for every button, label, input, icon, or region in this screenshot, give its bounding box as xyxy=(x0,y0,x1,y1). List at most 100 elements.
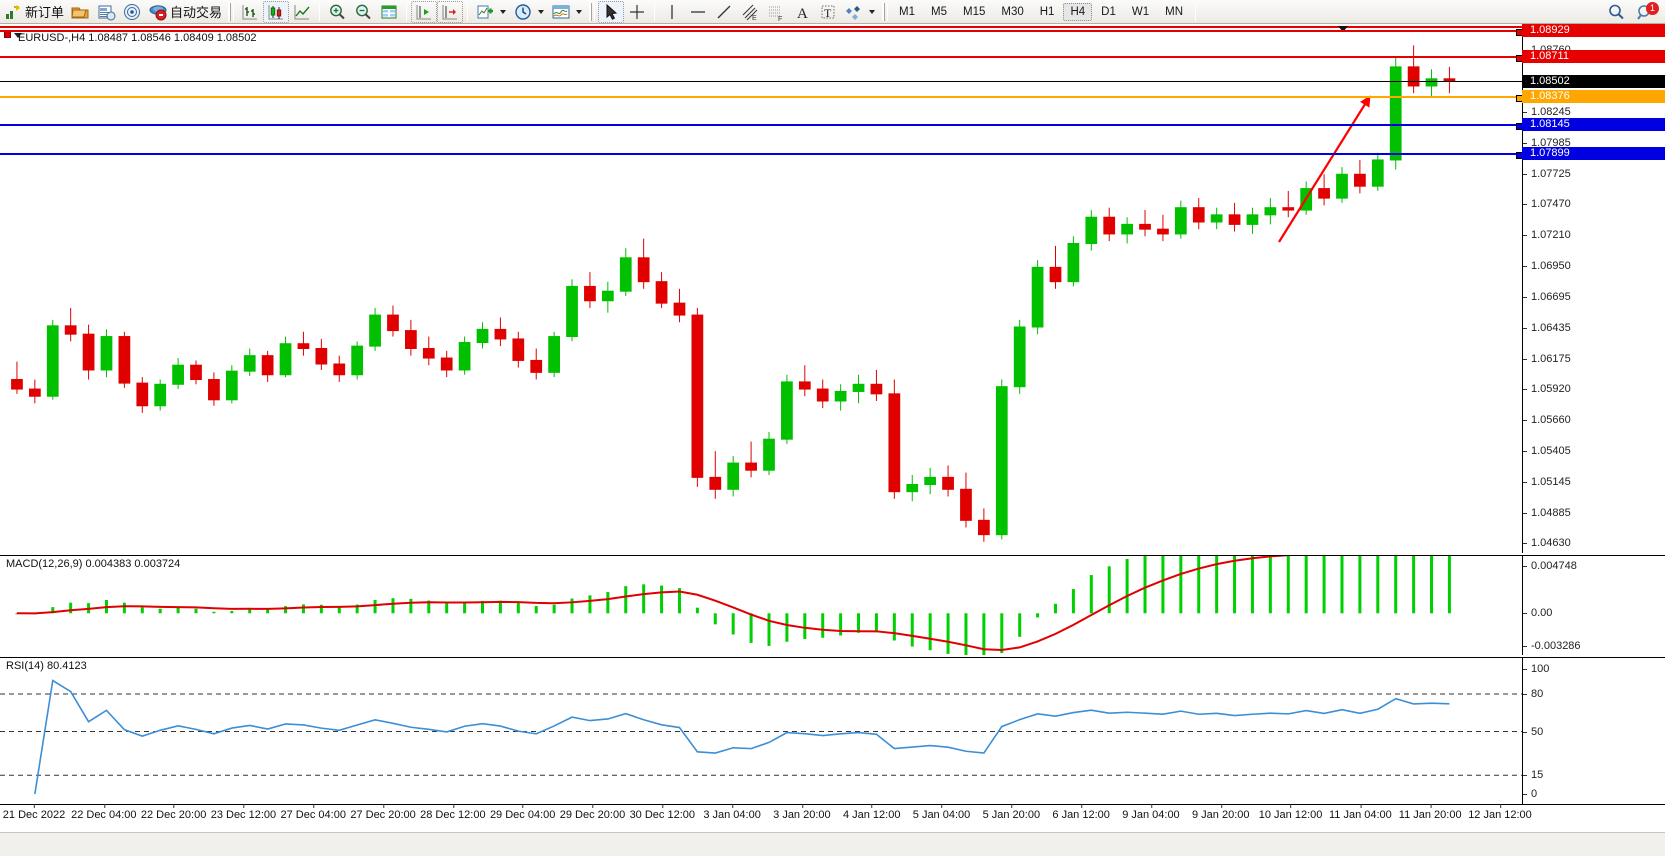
price-pane[interactable]: EURUSD-,H4 1.08487 1.08546 1.08409 1.085… xyxy=(0,24,1665,553)
support-upper-tag[interactable]: 1.08145 xyxy=(1522,117,1665,131)
support-line-1[interactable] xyxy=(0,122,1522,130)
toolbar-grip-3[interactable] xyxy=(882,2,889,21)
cursor-button[interactable] xyxy=(598,0,625,23)
toolbar-separator-1 xyxy=(319,2,321,21)
macd-histogram-bar xyxy=(874,613,878,632)
chart-workspace[interactable]: EURUSD-,H4 1.08487 1.08546 1.08409 1.085… xyxy=(0,24,1665,856)
price-tick: 1.05145 xyxy=(1523,476,1571,488)
timeframe-m5[interactable]: M5 xyxy=(931,5,947,18)
search-button[interactable] xyxy=(1603,1,1629,23)
timeframe-h1[interactable]: H1 xyxy=(1039,5,1055,18)
trendline-button[interactable] xyxy=(711,1,737,23)
candle xyxy=(977,508,990,542)
macd-histogram-bar xyxy=(821,613,825,638)
macd-histogram-bar xyxy=(1394,556,1398,614)
resistance-upper-tag[interactable]: 1.08929 xyxy=(1522,24,1665,37)
macd-histogram-bar xyxy=(928,613,932,651)
support-line-2[interactable] xyxy=(0,151,1522,159)
text-button[interactable]: A xyxy=(789,1,815,23)
line-chart-button[interactable] xyxy=(289,1,315,23)
periods-dropdown-caret[interactable] xyxy=(538,9,545,14)
indicators-button[interactable] xyxy=(472,1,498,23)
order-level-line[interactable] xyxy=(0,94,1522,102)
resistance-line-2[interactable] xyxy=(0,55,1522,62)
macd-axis: 0.004748 0.00 -0.003286 xyxy=(1522,556,1665,655)
macd-histogram-bar xyxy=(570,598,574,614)
toolbar-grip-1[interactable] xyxy=(228,2,235,21)
support-line-2-handle[interactable] xyxy=(1516,151,1522,159)
price-tick: 1.07985 xyxy=(1523,137,1571,149)
autotrading-button[interactable]: 自动交易 xyxy=(145,1,225,23)
shapes-dropdown-caret[interactable] xyxy=(869,9,876,14)
support-line-1-handle[interactable] xyxy=(1516,122,1522,130)
text-label-button[interactable]: T xyxy=(815,1,841,23)
indicators-dropdown-caret[interactable] xyxy=(500,9,507,14)
fibonacci-button[interactable]: F xyxy=(763,1,789,23)
rsi-tick: 100 xyxy=(1523,664,1549,675)
candle xyxy=(691,307,704,487)
timeframe-w1[interactable]: W1 xyxy=(1131,5,1150,18)
chart-handle-marker[interactable] xyxy=(4,31,11,38)
current-price-line[interactable] xyxy=(0,80,1522,82)
chart-shift-button[interactable] xyxy=(437,0,464,23)
symbol-collapse-caret[interactable] xyxy=(14,33,22,38)
zoom-in-button[interactable] xyxy=(324,1,350,23)
resistance-line-1-handle[interactable] xyxy=(1516,29,1522,36)
new-order-button[interactable]: 新订单 xyxy=(0,1,67,23)
timeframe-m15[interactable]: M15 xyxy=(963,5,986,18)
timeframe-d1[interactable]: D1 xyxy=(1101,5,1116,18)
timeframe-m30[interactable]: M30 xyxy=(1001,5,1024,18)
shapes-button[interactable] xyxy=(841,1,867,23)
rsi-plot-area[interactable]: RSI(14) 80.4123 xyxy=(0,658,1522,804)
candle xyxy=(906,474,919,502)
macd-pane[interactable]: MACD(12,26,9) 0.004383 0.003724 0.004748… xyxy=(0,555,1665,655)
candle xyxy=(172,358,184,390)
candle xyxy=(637,238,650,289)
rsi-pane[interactable]: RSI(14) 80.4123 100 80 50 15 0 xyxy=(0,657,1665,804)
time-axis[interactable]: 21 Dec 2022 22 Dec 04:00 22 Dec 20:00 23 De… xyxy=(0,804,1665,832)
last-price-tag[interactable]: 1.08502 xyxy=(1522,74,1665,88)
alerts-button[interactable]: 1 xyxy=(1633,1,1659,23)
templates-dropdown-caret[interactable] xyxy=(576,9,583,14)
toolbar-grip-2[interactable] xyxy=(589,2,596,21)
candle xyxy=(279,336,292,378)
timeframe-m1[interactable]: M1 xyxy=(899,5,916,18)
timeframe-h4[interactable]: H4 xyxy=(1063,2,1093,21)
macd-histogram-bar xyxy=(892,613,896,641)
support-lower-tag[interactable]: 1.07899 xyxy=(1522,146,1665,160)
resistance-lower-tag[interactable]: 1.08711 xyxy=(1522,50,1665,63)
candle xyxy=(64,307,77,342)
templates-button[interactable] xyxy=(548,1,574,23)
candlestick-chart-button[interactable] xyxy=(263,0,290,23)
equidistant-channel-icon: E xyxy=(742,4,758,22)
candle xyxy=(601,281,614,313)
rsi-tick: 15 xyxy=(1523,770,1543,781)
news-button[interactable] xyxy=(93,1,119,23)
price-plot-area[interactable]: EURUSD-,H4 1.08487 1.08546 1.08409 1.085… xyxy=(0,24,1522,553)
timeframe-mn[interactable]: MN xyxy=(1165,5,1183,18)
macd-histogram-bar xyxy=(427,600,431,614)
order-level-tag[interactable]: 1.08376 xyxy=(1522,89,1665,103)
line-chart-icon xyxy=(294,4,310,19)
candle xyxy=(333,355,346,382)
order-level-line-handle[interactable] xyxy=(1516,94,1522,102)
bar-chart-button[interactable] xyxy=(237,1,263,23)
data-window-button[interactable] xyxy=(376,1,402,23)
candle xyxy=(798,365,811,397)
price-tick: 1.04630 xyxy=(1523,538,1571,549)
zoom-out-button[interactable] xyxy=(350,1,376,23)
macd-plot-area[interactable]: MACD(12,26,9) 0.004383 0.003724 xyxy=(0,556,1522,655)
periods-button[interactable] xyxy=(510,1,536,23)
horizontal-line-button[interactable] xyxy=(685,1,711,23)
crosshair-button[interactable] xyxy=(624,1,650,23)
price-tick: 1.06950 xyxy=(1523,261,1571,272)
resistance-line-2-handle[interactable] xyxy=(1516,55,1522,62)
price-axis[interactable]: 1.087601.085021.082451.079851.077251.074… xyxy=(1522,24,1665,553)
folder-button[interactable] xyxy=(67,1,93,23)
resistance-line-1[interactable] xyxy=(0,29,1522,36)
auto-scroll-button[interactable] xyxy=(411,0,438,23)
vertical-line-button[interactable] xyxy=(659,1,685,23)
equidistant-channel-button[interactable]: E xyxy=(737,1,763,23)
macd-histogram-bar xyxy=(1161,556,1165,614)
signals-button[interactable] xyxy=(119,1,145,23)
